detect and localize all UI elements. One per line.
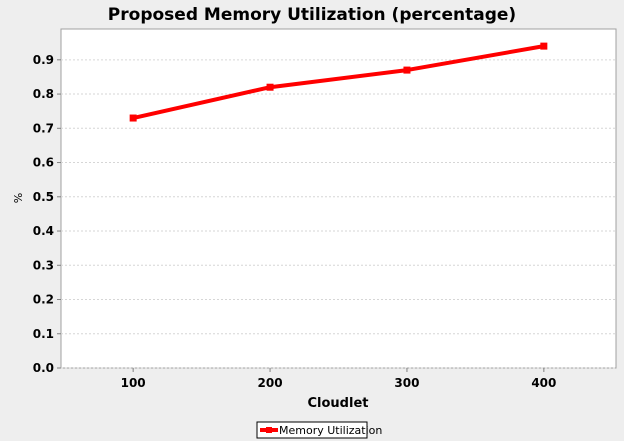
x-axis-ticks: 100 200 300 400	[121, 368, 556, 390]
y-tick-label: 0.5	[33, 190, 54, 204]
y-tick-label: 0.1	[33, 327, 54, 341]
y-tick-label: 0.2	[33, 293, 54, 307]
data-point	[540, 42, 548, 50]
y-axis-label: %	[12, 193, 25, 203]
legend-marker-swatch	[266, 427, 272, 433]
y-tick-label: 0.6	[33, 156, 54, 170]
data-point	[403, 66, 411, 74]
chart-title: Proposed Memory Utilization (percentage)	[108, 5, 516, 25]
y-tick-label: 0.7	[33, 121, 54, 135]
x-tick-label: 400	[531, 376, 556, 390]
legend-box	[256, 421, 368, 439]
y-axis-ticks: 0.0 0.1 0.2 0.3 0.4 0.5 0.6 0.7 0.8 0.9	[33, 53, 61, 375]
series-line-memory-utilization	[132, 44, 545, 120]
y-tick-label: 0.4	[33, 224, 54, 238]
x-tick-label: 100	[121, 376, 146, 390]
x-tick-label: 200	[258, 376, 283, 390]
y-tick-label: 0.3	[33, 258, 54, 272]
x-tick-label: 300	[394, 376, 419, 390]
grid-lines	[61, 59, 616, 369]
x-axis-label: Cloudlet	[308, 396, 369, 411]
plot-area	[60, 28, 617, 369]
data-point	[266, 83, 274, 91]
y-tick-label: 0.9	[33, 53, 54, 67]
legend: Memory Utilization	[256, 421, 382, 439]
series-layer	[129, 42, 548, 122]
data-point	[129, 114, 137, 122]
legend-entry-memory-utilization: Memory Utilization	[279, 424, 382, 437]
y-tick-label: 0.0	[33, 361, 54, 375]
y-tick-label: 0.8	[33, 87, 54, 101]
